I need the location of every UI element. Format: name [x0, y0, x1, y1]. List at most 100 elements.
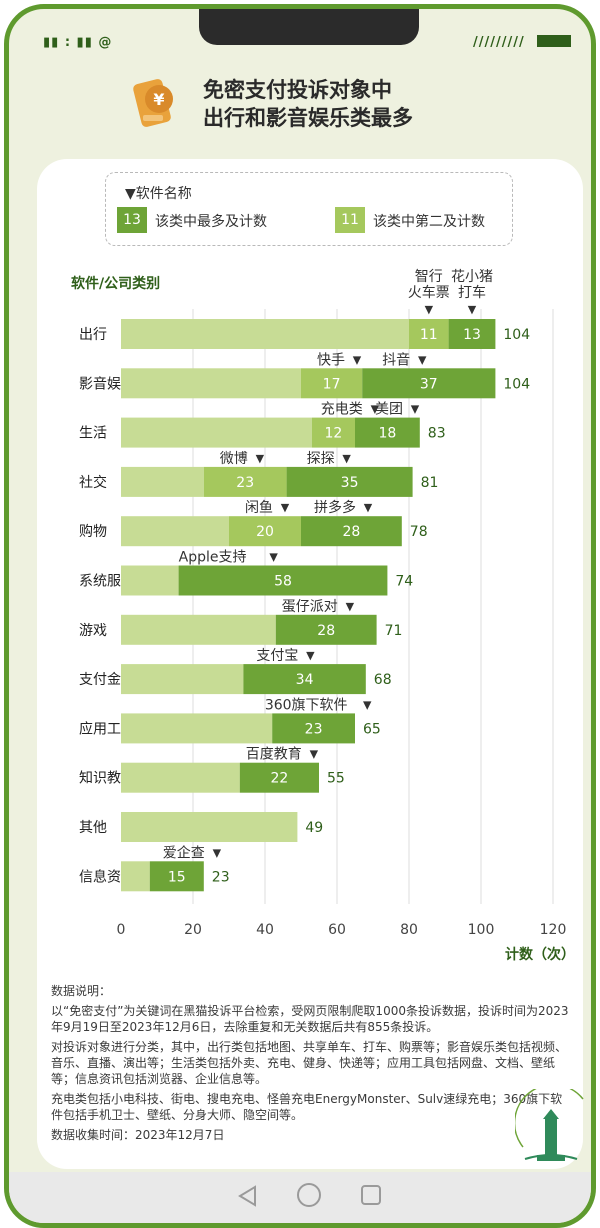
- bar-total-label: 71: [385, 623, 403, 639]
- battery-icon: [537, 35, 571, 47]
- status-indicators-left: ▮▮ : ▮▮ @: [43, 35, 113, 50]
- notes-source: 以“免密支付”为关键词在黑猫投诉平台检索，受网页限制爬取1000条投诉数据，投诉…: [51, 1004, 569, 1034]
- bar-total-label: 65: [363, 721, 381, 737]
- app-name-label: 花小猪: [451, 269, 493, 285]
- app-name-label: 闲鱼: [245, 499, 273, 516]
- marker-arrow: ▼: [310, 748, 319, 761]
- bar-segment-top: [362, 368, 496, 399]
- marker-arrow: ▼: [411, 403, 420, 416]
- app-name-label: 充电类: [321, 402, 363, 418]
- title-line-1: 免密支付投诉对象中: [203, 78, 392, 102]
- marker-arrow: ▼: [353, 353, 362, 366]
- marker-arrow: ▼: [418, 353, 427, 366]
- y-axis-label: 软件/公司类别: [71, 275, 160, 292]
- app-name-label: 探探: [307, 451, 335, 467]
- category-label: 生活: [79, 426, 107, 442]
- status-signal-right: /////////: [473, 35, 525, 50]
- app-name-label: 美团: [375, 402, 403, 418]
- notes-collection-date: 数据收集时间：2023年12月7日: [51, 1128, 225, 1142]
- legend-secondary-swatch: 11: [335, 207, 365, 233]
- camera-notch: [199, 9, 419, 45]
- app-name-label: 打车: [458, 284, 486, 301]
- bar-segment-top: [275, 614, 377, 645]
- app-name-label: Apple支持: [179, 550, 247, 566]
- bar-total-label: 55: [327, 771, 345, 787]
- x-tick-label: 20: [184, 922, 202, 938]
- bar-total-label: 78: [410, 524, 428, 540]
- home-icon[interactable]: [297, 1183, 321, 1207]
- back-icon[interactable]: [237, 1185, 259, 1207]
- marker-arrow: ▼: [342, 452, 351, 465]
- bar-segment-top: [178, 565, 388, 596]
- bar-segment-top: [448, 319, 496, 349]
- app-name-label: 360旗下软件: [265, 697, 348, 713]
- x-tick-label: 60: [328, 922, 346, 938]
- bar-value-top: 15: [168, 869, 186, 885]
- bar-value-top: 23: [305, 721, 323, 737]
- bar-total-label: 104: [503, 376, 530, 392]
- legend-primary-label: 该类中最多及计数: [155, 214, 267, 230]
- bar-segment-top: [286, 466, 413, 497]
- marker-arrow: ▼: [346, 600, 355, 613]
- category-label: 社交: [79, 474, 107, 491]
- marker-arrow: ▼: [371, 403, 380, 416]
- x-tick-label: 0: [117, 922, 126, 938]
- marker-arrow: ▼: [363, 698, 372, 711]
- payment-phone-icon: ¥: [133, 79, 173, 127]
- app-name-label: 火车票: [408, 284, 450, 301]
- marker-arrow: ▼: [213, 846, 222, 859]
- bar-segment-rest: [121, 368, 301, 399]
- recent-apps-icon[interactable]: [361, 1185, 381, 1205]
- bar-value-top: 13: [463, 327, 481, 343]
- category-label: 购物: [79, 524, 107, 540]
- bar-value-top: 35: [341, 475, 359, 491]
- marker-arrow: ▼: [281, 501, 290, 514]
- bar-value-second: 17: [323, 376, 341, 392]
- notes-brands: 充电类包括小电科技、街电、搜电充电、怪兽充电EnergyMonster、Sulv…: [51, 1092, 563, 1122]
- bar-total-label: 68: [374, 672, 392, 688]
- bar-segment-top: [301, 516, 402, 547]
- bar-segment-rest: [121, 861, 150, 892]
- bar-value-second: 20: [256, 524, 274, 540]
- phone-frame: ▮▮ : ▮▮ @ ///////// ¥ 免密支付投诉对象中 出行和影音娱乐类…: [4, 4, 596, 1228]
- data-notes: 数据说明： 以“免密支付”为关键词在黑猫投诉平台检索，受网页限制爬取1000条投…: [51, 983, 571, 1147]
- bar-value-second: 23: [236, 475, 254, 491]
- bar-segment-rest: [121, 664, 244, 695]
- app-name-label: 微博: [220, 450, 248, 467]
- bar-total-label: 74: [395, 574, 413, 590]
- x-tick-label: 100: [468, 922, 495, 938]
- marker-arrow: ▼: [425, 303, 434, 316]
- bar-segment-top: [355, 417, 420, 448]
- bar-segment-rest: [121, 516, 229, 547]
- bar-segment-rest: [121, 812, 298, 842]
- legend-box: [105, 172, 513, 246]
- page-title: 免密支付投诉对象中 出行和影音娱乐类最多: [203, 76, 413, 132]
- x-tick-label: 120: [540, 922, 567, 938]
- app-name-label: 爱企查: [163, 844, 205, 861]
- bar-segment-second: [311, 417, 355, 448]
- bar-value-top: 28: [317, 623, 335, 639]
- notes-heading: 数据说明：: [51, 984, 112, 998]
- bar-value-second: 11: [420, 327, 438, 343]
- bar-segment-rest: [121, 466, 204, 497]
- bar-segment-top: [149, 861, 204, 892]
- x-tick-label: 80: [400, 922, 418, 938]
- bar-segment-rest: [121, 713, 273, 744]
- bar-segment-rest: [121, 762, 240, 793]
- category-label: 其他: [79, 820, 107, 836]
- bar-segment-second: [301, 368, 363, 399]
- bar-segment-second: [409, 319, 449, 349]
- bar-segment-top: [243, 664, 366, 695]
- bar-segment-top: [239, 762, 319, 793]
- bar-value-top: 28: [342, 524, 360, 540]
- marker-arrow: ▼: [306, 649, 315, 662]
- x-tick-label: 40: [256, 922, 274, 938]
- x-axis-label: 计数（次）: [505, 946, 575, 963]
- bar-total-label: 104: [503, 327, 530, 343]
- bar-value-second: 12: [324, 426, 342, 442]
- marker-arrow: ▼: [364, 501, 373, 514]
- app-name-label: 支付宝: [256, 648, 298, 664]
- svg-text:¥: ¥: [153, 90, 164, 109]
- marker-arrow: ▼: [269, 551, 278, 564]
